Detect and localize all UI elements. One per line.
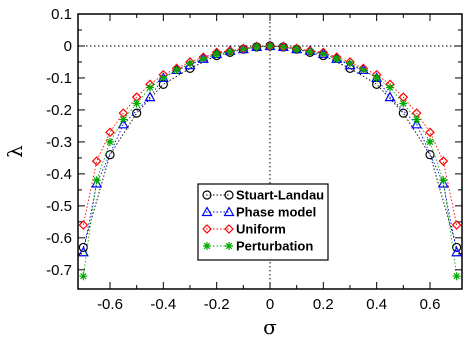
data-point xyxy=(386,83,394,92)
data-point xyxy=(398,108,408,118)
data-point xyxy=(212,49,221,58)
data-point xyxy=(346,59,354,68)
legend-box xyxy=(197,183,329,261)
y-tick-label: -0.6 xyxy=(46,230,72,247)
data-point xyxy=(452,272,461,281)
y-tick-label: -0.4 xyxy=(46,166,72,183)
legend-label: Perturbation xyxy=(236,239,313,254)
data-point xyxy=(239,45,248,54)
data-point xyxy=(438,156,449,166)
legend-marker xyxy=(224,190,234,200)
legend-marker xyxy=(224,224,234,234)
data-point xyxy=(411,118,423,129)
x-tick-label: -0.6 xyxy=(97,296,123,313)
data-point xyxy=(226,47,234,56)
legend-label: Stuart-Landau xyxy=(236,188,324,203)
y-tick-label: 0.1 xyxy=(51,6,72,23)
y-tick-label: -0.3 xyxy=(46,134,72,151)
data-point xyxy=(252,42,261,51)
data-point xyxy=(319,49,328,58)
legend-marker xyxy=(202,224,212,234)
y-tick-label: -0.5 xyxy=(46,198,72,215)
x-tick-label: 0.2 xyxy=(313,296,334,313)
data-point xyxy=(91,156,102,166)
ticks-layer: -0.6 -0.4 -0.2 0 0.2 0.4 0.6 0.1 0 -0.1 -0.2 -0.3 -0… xyxy=(46,6,462,313)
data-point xyxy=(359,65,368,74)
y-tick-label: -0.1 xyxy=(46,70,72,87)
legend-entry: Stuart-Landau xyxy=(202,188,324,203)
data-point xyxy=(77,246,89,257)
data-point xyxy=(425,127,435,138)
data-point xyxy=(451,220,462,230)
data-point xyxy=(119,115,128,124)
data-point xyxy=(92,176,101,185)
legend-marker xyxy=(202,190,212,200)
x-tick-label: -0.4 xyxy=(150,296,176,313)
data-point xyxy=(132,99,141,108)
data-point xyxy=(186,59,194,68)
legend-label: Uniform xyxy=(236,222,286,237)
y-axis-title: λ xyxy=(3,145,27,158)
data-point xyxy=(105,150,115,160)
x-tick-label: 0.4 xyxy=(366,296,387,313)
series-line xyxy=(82,45,458,277)
data-point xyxy=(399,99,408,108)
y-tick-label: -0.7 xyxy=(46,262,72,279)
series-perturbation xyxy=(79,41,461,281)
data-point xyxy=(105,127,115,138)
data-point xyxy=(132,108,142,118)
x-tick-label: 0 xyxy=(266,296,274,313)
data-point xyxy=(279,42,288,51)
data-point xyxy=(306,47,314,56)
data-point xyxy=(292,45,301,54)
data-point xyxy=(199,54,208,63)
x-tick-label: 0.6 xyxy=(420,296,441,313)
data-point xyxy=(172,65,181,74)
data-point xyxy=(106,137,114,146)
legend-entry: Phase model xyxy=(201,205,316,220)
data-point xyxy=(159,73,168,82)
legend: Stuart-Landau Phase model Uniform Perturbat… xyxy=(197,183,329,261)
data-point xyxy=(332,54,341,63)
legend-entry: Uniform xyxy=(202,222,286,237)
data-point xyxy=(384,91,396,102)
legend-label: Phase model xyxy=(236,205,316,220)
y-tick-label: -0.2 xyxy=(46,102,72,119)
data-point xyxy=(425,150,435,160)
legend-marker xyxy=(203,242,211,250)
legend-marker xyxy=(225,242,233,250)
series-layer xyxy=(77,40,463,281)
data-point xyxy=(439,176,448,185)
data-point xyxy=(426,137,434,146)
data-point xyxy=(372,73,381,82)
x-axis-title: σ xyxy=(263,315,277,339)
y-tick-label: 0 xyxy=(64,38,72,55)
data-point xyxy=(344,59,356,70)
legend-entry: Perturbation xyxy=(203,239,313,254)
data-point xyxy=(412,115,421,124)
x-tick-label: -0.2 xyxy=(204,296,230,313)
data-point xyxy=(144,91,156,102)
data-point xyxy=(451,246,463,257)
data-point xyxy=(146,83,154,92)
data-point xyxy=(79,272,88,281)
legend-marker xyxy=(223,206,235,217)
data-point xyxy=(78,220,89,230)
legend-marker xyxy=(201,206,213,217)
data-point xyxy=(266,41,274,50)
